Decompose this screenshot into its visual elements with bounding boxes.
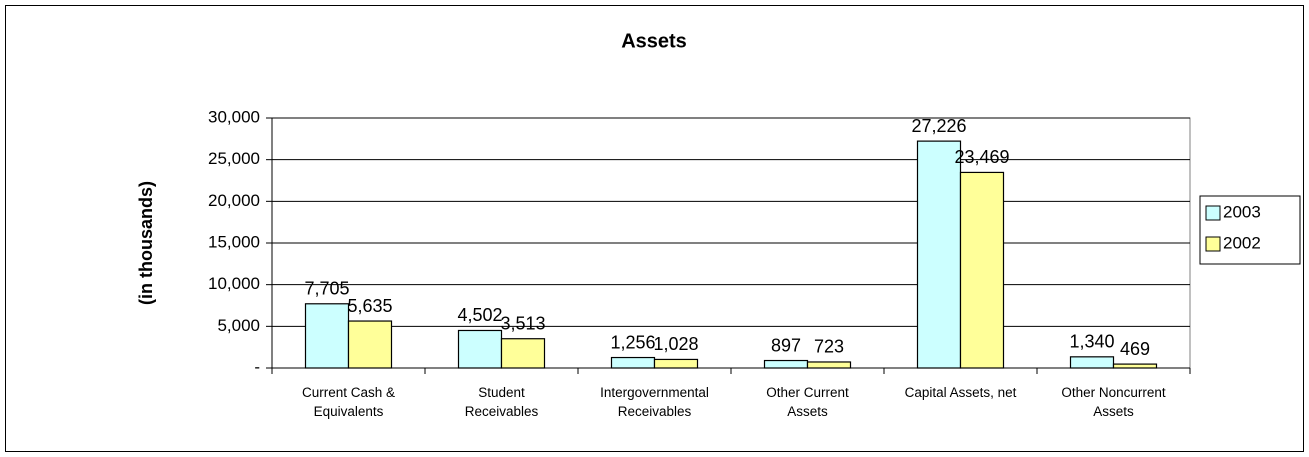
bar (916, 140, 962, 369)
bar (959, 171, 1005, 369)
bar (347, 320, 393, 369)
x-tick-label: Other Noncurrent Assets (1061, 385, 1166, 419)
data-label: 1,340 (1069, 332, 1114, 352)
chart-title: Assets (621, 30, 687, 52)
data-label: 7,705 (304, 279, 349, 299)
data-label: 4,502 (457, 305, 502, 325)
legend-label: 2002 (1223, 233, 1261, 252)
y-tick-label: 15,000 (208, 232, 260, 251)
bar (457, 329, 503, 369)
bar (653, 358, 699, 369)
bar (1112, 363, 1158, 369)
y-tick-label: 5,000 (217, 316, 260, 335)
bar (763, 359, 809, 369)
bar (1069, 356, 1115, 369)
x-tick-label: Other Current Assets (766, 385, 849, 419)
y-tick-label: 20,000 (208, 191, 260, 210)
data-label: 1,028 (653, 334, 698, 354)
bar (610, 356, 656, 369)
y-tick-label: 10,000 (208, 274, 260, 293)
y-axis-title: (in thousands) (136, 181, 156, 305)
data-label: 23,469 (954, 147, 1009, 167)
legend-swatch (1205, 236, 1221, 252)
legend-swatch (1205, 205, 1221, 221)
data-label: 3,513 (500, 313, 545, 333)
data-label: 1,256 (610, 332, 655, 352)
bar (500, 338, 546, 369)
y-tick-label: - (254, 357, 260, 376)
y-tick-label: 25,000 (208, 149, 260, 168)
data-label: 5,635 (347, 296, 392, 316)
y-tick-label: 30,000 (208, 107, 260, 126)
x-tick-label: Current Cash & Equivalents (301, 385, 396, 419)
data-label: 897 (771, 335, 801, 355)
bar (304, 303, 350, 369)
x-tick-label: Capital Assets, net (904, 385, 1017, 400)
x-tick-label: Student Receivables (464, 385, 539, 419)
x-tick-label: Intergovernmental Receivables (600, 385, 709, 419)
bar (806, 361, 852, 369)
data-label: 723 (814, 337, 844, 357)
data-label: 27,226 (911, 116, 966, 136)
data-label: 469 (1120, 339, 1150, 359)
legend-label: 2003 (1223, 202, 1261, 221)
